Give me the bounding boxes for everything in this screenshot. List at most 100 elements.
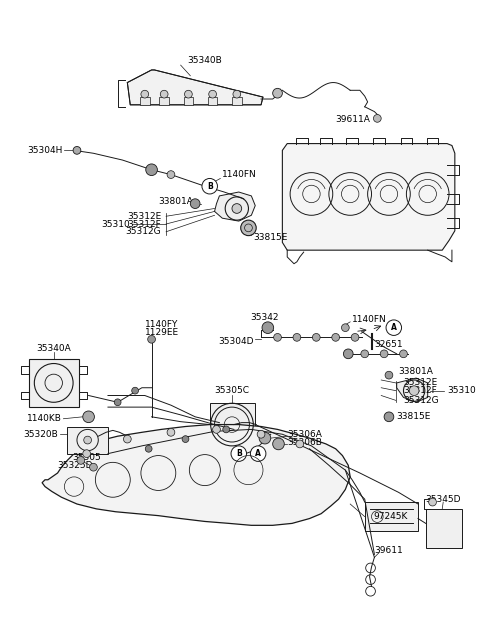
Text: 33801A: 33801A (158, 197, 193, 206)
Text: 35312E: 35312E (127, 211, 161, 221)
Text: 35312F: 35312F (404, 386, 437, 395)
Text: 32651: 32651 (374, 340, 403, 349)
Text: 35312E: 35312E (404, 378, 438, 387)
Circle shape (400, 350, 408, 358)
Circle shape (83, 450, 91, 457)
Polygon shape (67, 427, 108, 453)
Text: 35340B: 35340B (188, 56, 222, 65)
Circle shape (84, 436, 92, 444)
Circle shape (251, 446, 266, 462)
Polygon shape (215, 192, 255, 221)
Text: 33801A: 33801A (398, 367, 433, 376)
Text: 35312F: 35312F (128, 220, 161, 229)
Circle shape (343, 349, 353, 359)
Circle shape (167, 171, 175, 178)
Circle shape (223, 426, 229, 433)
Circle shape (182, 436, 189, 443)
Text: 35320B: 35320B (23, 430, 58, 439)
Circle shape (332, 333, 339, 341)
Bar (140, 97, 150, 105)
Circle shape (274, 333, 281, 341)
Circle shape (232, 204, 241, 213)
Text: 35312G: 35312G (126, 227, 161, 236)
Circle shape (146, 164, 157, 175)
Text: 1140FN: 1140FN (222, 170, 257, 179)
Polygon shape (210, 403, 255, 448)
Circle shape (141, 90, 149, 98)
Circle shape (351, 333, 359, 341)
Circle shape (373, 114, 381, 123)
Text: 35312G: 35312G (404, 396, 439, 405)
Bar (208, 97, 217, 105)
Polygon shape (28, 359, 79, 407)
Text: 33815E: 33815E (396, 412, 431, 421)
Circle shape (167, 429, 175, 436)
Text: 35342: 35342 (251, 314, 279, 323)
Circle shape (257, 431, 265, 438)
Circle shape (73, 147, 81, 154)
Text: 35325D: 35325D (58, 461, 93, 470)
Text: B: B (236, 449, 241, 458)
Circle shape (385, 371, 393, 379)
Text: 1140FN: 1140FN (352, 316, 387, 324)
Text: 35340A: 35340A (36, 345, 71, 354)
Circle shape (231, 446, 247, 462)
Text: 35306A: 35306A (287, 430, 322, 439)
Polygon shape (42, 425, 350, 525)
Text: 1140KB: 1140KB (26, 414, 61, 424)
Circle shape (160, 90, 168, 98)
Circle shape (386, 320, 402, 335)
Circle shape (259, 432, 271, 444)
Circle shape (83, 411, 95, 423)
Circle shape (429, 498, 436, 506)
Text: 35310: 35310 (447, 386, 476, 395)
Bar (159, 97, 169, 105)
Circle shape (145, 445, 152, 452)
Text: A: A (391, 323, 397, 332)
Text: 39611A: 39611A (336, 115, 371, 124)
Polygon shape (396, 378, 428, 403)
Text: 39611: 39611 (374, 546, 403, 555)
Bar (232, 97, 241, 105)
Circle shape (202, 178, 217, 194)
Text: A: A (255, 449, 261, 458)
Circle shape (77, 457, 84, 464)
Text: 35304H: 35304H (27, 146, 62, 155)
Text: B: B (207, 182, 213, 190)
Text: 97245K: 97245K (374, 512, 408, 521)
Text: 35304D: 35304D (218, 337, 253, 345)
Text: 1140FY: 1140FY (145, 320, 178, 330)
Circle shape (293, 333, 301, 341)
Circle shape (273, 88, 282, 98)
Circle shape (191, 199, 200, 208)
Circle shape (262, 322, 274, 333)
Polygon shape (365, 502, 418, 531)
Circle shape (296, 440, 304, 448)
Circle shape (213, 425, 220, 433)
Text: 1129EE: 1129EE (145, 328, 179, 337)
Circle shape (148, 335, 156, 343)
Circle shape (384, 412, 394, 422)
Circle shape (132, 387, 139, 394)
Circle shape (409, 386, 419, 396)
Text: 35306B: 35306B (287, 438, 322, 446)
Bar (183, 97, 193, 105)
Circle shape (114, 399, 121, 406)
Circle shape (273, 438, 284, 450)
Circle shape (312, 333, 320, 341)
Circle shape (233, 90, 240, 98)
Circle shape (123, 435, 131, 443)
Polygon shape (282, 144, 455, 250)
Text: 35305: 35305 (72, 453, 101, 462)
Circle shape (240, 220, 256, 236)
Circle shape (361, 350, 369, 358)
Circle shape (184, 90, 192, 98)
Circle shape (90, 464, 97, 471)
Polygon shape (127, 70, 263, 105)
Circle shape (380, 350, 388, 358)
Text: 33815E: 33815E (253, 233, 288, 242)
Circle shape (209, 90, 216, 98)
Circle shape (341, 324, 349, 331)
Polygon shape (426, 509, 462, 547)
Text: 35305C: 35305C (215, 386, 250, 395)
